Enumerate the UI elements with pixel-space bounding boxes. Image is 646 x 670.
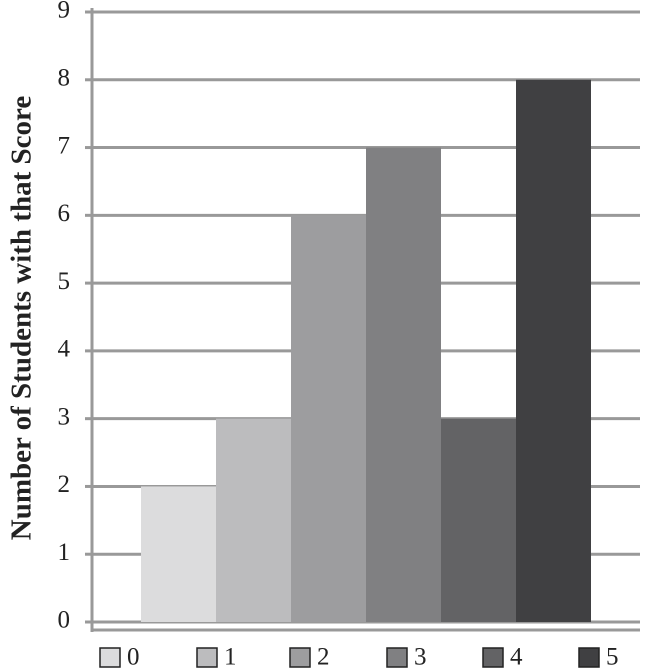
y-tick-label: 4 (58, 336, 71, 363)
legend-swatch (196, 647, 218, 668)
legend-label: 1 (224, 644, 237, 670)
bar (366, 147, 441, 623)
legend-swatch (99, 647, 121, 668)
y-tick-label: 2 (58, 471, 71, 498)
y-tick-label: 1 (58, 539, 71, 566)
y-tick-label: 8 (58, 65, 71, 92)
legend-label: 0 (127, 644, 140, 670)
legend-label: 3 (414, 644, 427, 670)
y-tick-label: 6 (58, 200, 71, 227)
bar (141, 486, 216, 622)
legend-swatch (578, 647, 600, 668)
bar (441, 418, 516, 622)
y-axis-label: Number of Students with that Score (6, 96, 38, 541)
legend-swatch (289, 647, 311, 668)
bar (516, 79, 591, 623)
bar (291, 215, 366, 623)
legend-swatch (482, 647, 504, 668)
y-tick-label: 0 (58, 607, 71, 634)
legend-swatch (386, 647, 408, 668)
y-tick-label: 7 (58, 132, 71, 159)
legend-label: 5 (606, 644, 619, 670)
y-tick-label: 5 (58, 268, 71, 295)
y-tick-label: 3 (58, 403, 71, 430)
legend-label: 4 (510, 644, 523, 670)
legend-label: 2 (317, 644, 330, 670)
bar (216, 418, 291, 622)
y-tick-label: 9 (58, 0, 71, 24)
